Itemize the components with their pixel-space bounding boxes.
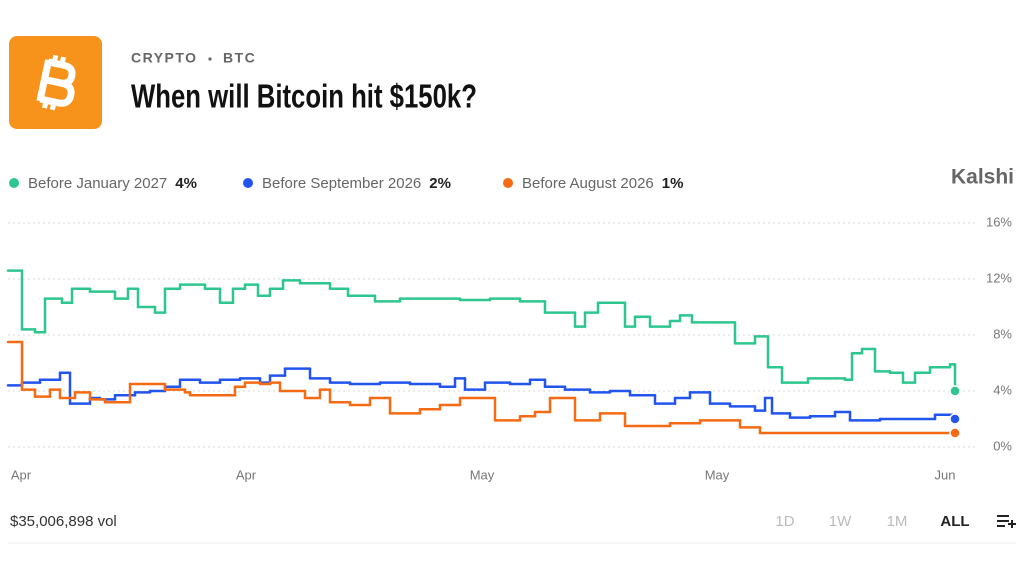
x-tick-label: Apr: [11, 467, 32, 482]
range-button[interactable]: 1D: [775, 513, 794, 530]
series-line: [6, 340, 957, 435]
x-tick-label: May: [470, 467, 495, 482]
legend-label: Before January 2027: [28, 175, 167, 192]
series-line: [6, 269, 957, 393]
y-tick-label: 4%: [993, 382, 1012, 397]
add-icon[interactable]: [997, 515, 1016, 528]
end-dot: [949, 385, 961, 397]
x-tick-label: Jun: [935, 467, 956, 482]
x-tick-label: May: [705, 467, 730, 482]
legend-value: 2%: [429, 175, 451, 192]
y-tick-label: 12%: [986, 270, 1012, 285]
y-tick-label: 0%: [993, 438, 1012, 453]
market-icon: [9, 36, 102, 129]
legend-swatch: [9, 178, 19, 188]
y-tick-label: 16%: [986, 214, 1012, 229]
category: CRYPTO: [131, 50, 198, 66]
range-button[interactable]: 1W: [829, 513, 852, 530]
legend-value: 4%: [175, 175, 197, 192]
legend-value: 1%: [662, 175, 684, 192]
end-dot: [949, 427, 961, 439]
end-dot: [949, 413, 961, 425]
brand: Kalshi: [951, 166, 1014, 189]
legend-label: Before September 2026: [262, 175, 421, 192]
volume: $35,006,898 vol: [10, 513, 117, 530]
range-button[interactable]: 1M: [887, 513, 908, 530]
legend-swatch: [503, 178, 513, 188]
x-tick-label: Apr: [236, 467, 257, 482]
series-line: [6, 367, 957, 422]
separator: [208, 57, 212, 61]
market-title: When will Bitcoin hit $150k?: [131, 79, 477, 116]
legend-label: Before August 2026: [522, 175, 654, 192]
legend-swatch: [243, 178, 253, 188]
y-tick-label: 8%: [993, 326, 1012, 341]
subcategory: BTC: [223, 50, 256, 66]
range-button[interactable]: ALL: [940, 513, 969, 530]
